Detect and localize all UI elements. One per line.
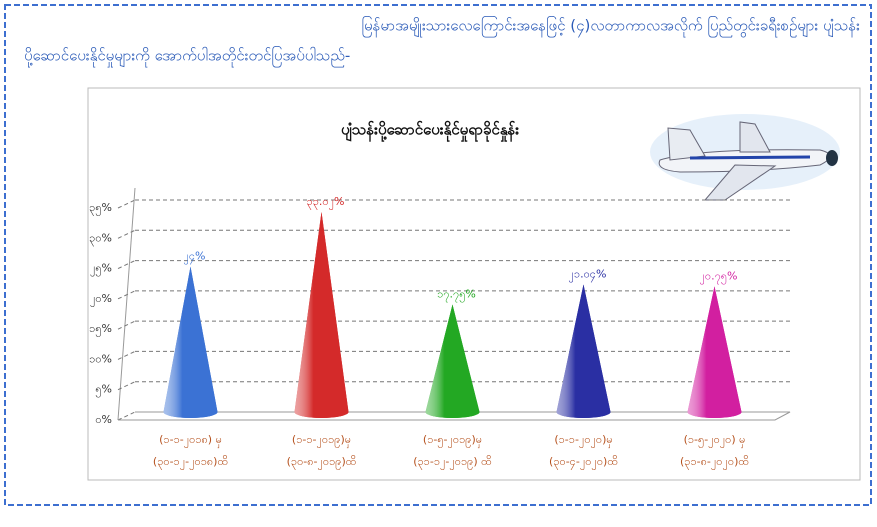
x-tick-label: (၃၁-၈-၂၀၂၀)ထိ: [680, 455, 749, 470]
x-tick-label: (၃၀-၁၂-၂၀၁၈)ထိ: [153, 455, 229, 470]
y-tick-label: ၁၀%: [89, 352, 112, 365]
airplane: [650, 114, 840, 201]
cone-shade: [294, 211, 349, 419]
value-label: ၃၃.၀၂%: [307, 195, 345, 210]
plot: ၀% ၅% ၁၀% ၁၅% ၂၀% ၂၅% ၃၀% ၃၅% (၁-၁-၂၀၁၈) မှ (၃၀-၁…: [89, 187, 791, 470]
header-line: ပို့ဆောင်ပေးနိုင်မှုများကို အောက်ပါအတိုင…: [24, 46, 350, 68]
cone-shade: [556, 284, 611, 419]
value-label: ၂၁.၀၄%: [569, 268, 607, 283]
x-tick-label: (၃၀-၈-၂၀၁၉)ထိ: [287, 455, 357, 470]
x-tick-label: (၁-၁-၂၀၁၉)မှ: [292, 433, 351, 448]
value-label: ၁၇.၇၅%: [437, 287, 476, 302]
grid-line: [117, 381, 136, 391]
x-tick-label: (၃၀-၄-၂၀၂၀)ထိ: [549, 455, 618, 470]
grid-line: [117, 260, 136, 270]
x-tick-label: (၁-၁-၂၀၂၀)မှ: [554, 433, 612, 448]
y-tick-label: ၂၅%: [90, 262, 112, 277]
header-line: မြန်မာအမျိုးသားလေကြောင်းအနေဖြင့် (၄)လတာက…: [361, 16, 860, 38]
x-tick-label: (၁-၁-၂၀၁၈) မှ: [159, 433, 222, 448]
cone-shade: [687, 286, 742, 419]
grid-line: [117, 320, 136, 330]
y-tick-label: ၅%: [95, 383, 112, 398]
cone-shade: [425, 304, 480, 419]
axis-line: [117, 187, 136, 421]
y-tick-label: ၃၅%: [89, 201, 112, 216]
cone-shade: [163, 266, 218, 418]
grid-line: [117, 290, 136, 300]
value-label: ၂၀.၇၅%: [700, 269, 738, 284]
y-tick-label: ၃၀%: [89, 231, 112, 246]
y-tick-label: ၂၀%: [90, 292, 112, 307]
y-tick-label: ၁၅%: [89, 322, 112, 337]
x-tick-label: (၁-၅-၂၀၁၉)မှ: [423, 433, 482, 448]
value-label: ၂၄%: [183, 250, 205, 265]
grid-line: [117, 199, 136, 209]
chart-title: ပျံသန်းပို့ဆောင်ပေးနိုင်မှုရာခိုင်နှုန်း: [341, 120, 519, 143]
y-tick-label: ၀%: [95, 413, 112, 426]
grid-line: [117, 411, 136, 421]
x-tick-label: (၁-၅-၂၀၂၀) မှ: [684, 433, 746, 448]
grid-line: [117, 229, 136, 239]
grid-line: [117, 350, 136, 360]
x-tick-label: (၃၁-၁၂-၂၀၁၉) ထိ: [413, 455, 492, 470]
